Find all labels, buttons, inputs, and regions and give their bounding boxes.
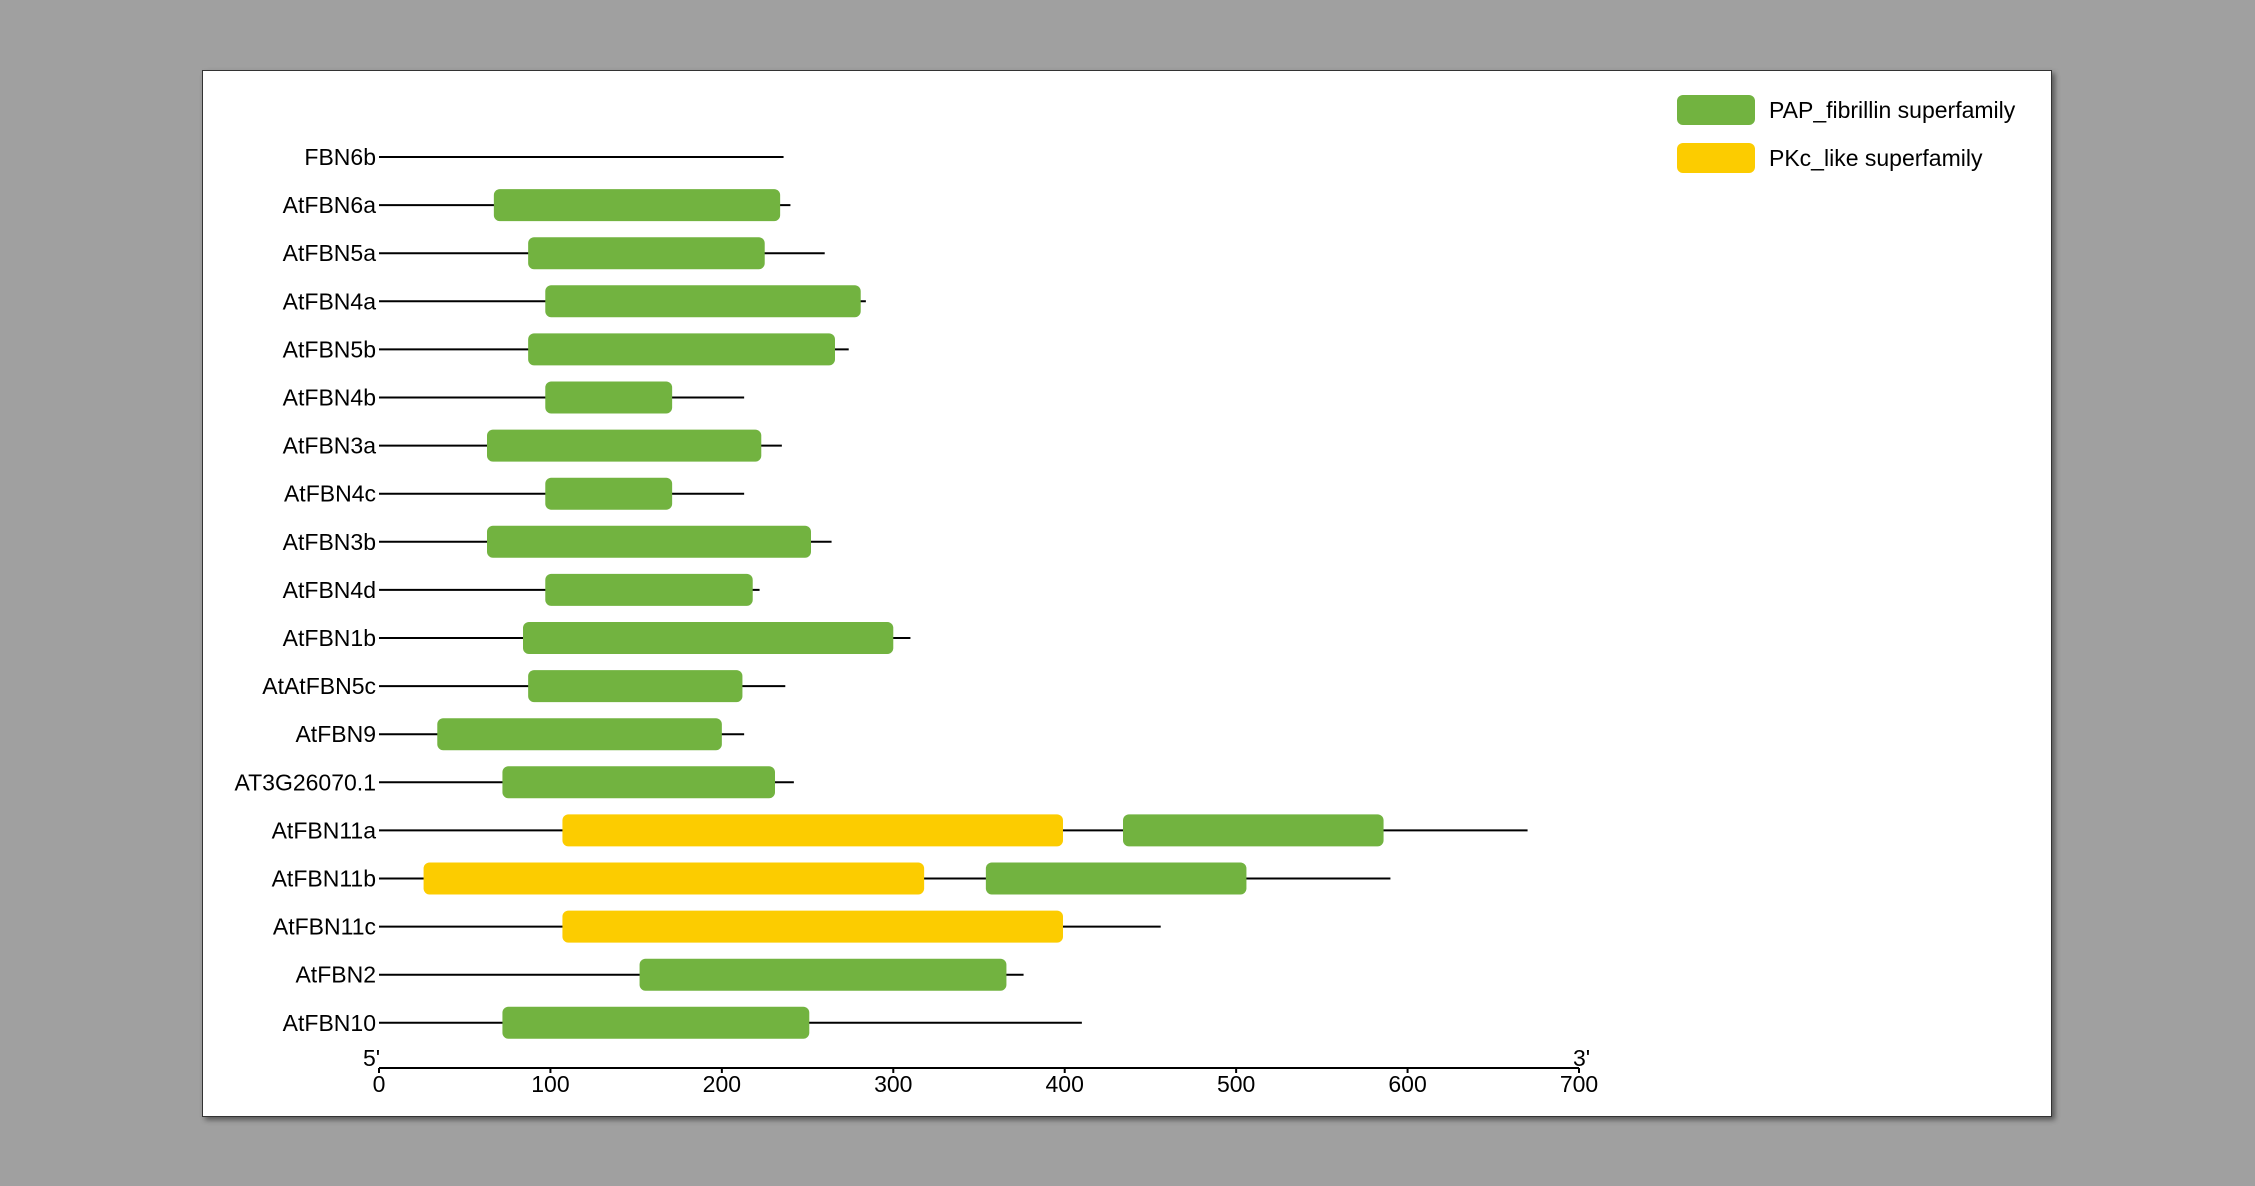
x-axis: 5' 3' 0 100 200 300 400 500 600 700 [363, 1045, 1598, 1097]
domain-architecture-chart: FBN6b AtFBN6a AtFBN5a AtFBN4a AtFBN5b AtFBN4b… [234, 95, 2016, 1097]
pkc-domain-bar [562, 814, 1063, 847]
pap-domain-bar [985, 862, 1247, 895]
protein-label: AtFBN4a [283, 288, 377, 314]
protein-label: AtFBN1b [283, 625, 376, 651]
protein-label: AtFBN2 [295, 962, 376, 988]
three-prime-label: 3' [1573, 1045, 1590, 1071]
protein-row: AtFBN4b [283, 381, 745, 414]
legend-swatch [1677, 95, 1755, 125]
protein-row: AtFBN4a [283, 285, 866, 318]
pap-domain-bar [437, 718, 722, 751]
protein-label: AT3G26070.1 [234, 769, 376, 795]
protein-row: AtAtFBN5c [262, 670, 786, 703]
pap-domain-bar [487, 429, 762, 462]
protein-row: AtFBN9 [295, 718, 745, 751]
pap-domain-bar [487, 525, 811, 558]
protein-label: AtAtFBN5c [262, 673, 376, 699]
protein-label: AtFBN10 [283, 1010, 376, 1036]
protein-row: AtFBN4c [284, 477, 745, 510]
pap-domain-bar [545, 477, 673, 510]
protein-label: AtFBN5b [283, 336, 376, 362]
pap-domain-bar [493, 189, 781, 222]
protein-label: AtFBN11a [272, 817, 377, 843]
x-tick-label: 0 [373, 1071, 386, 1097]
protein-row: AtFBN5a [283, 237, 825, 270]
protein-row: FBN6b [304, 144, 784, 170]
protein-label: AtFBN6a [283, 192, 377, 218]
protein-row: AtFBN4d [283, 573, 760, 606]
protein-label: AtFBN3a [283, 433, 377, 459]
legend: PAP_fibrillin superfamily PKc_like superf… [1677, 95, 2016, 173]
x-tick-label: 400 [1046, 1071, 1084, 1097]
legend-item: PKc_like superfamily [1677, 143, 1983, 173]
protein-label: AtFBN9 [295, 721, 376, 747]
x-tick-label: 500 [1217, 1071, 1255, 1097]
pap-domain-bar [1123, 814, 1384, 847]
protein-row: AtFBN11a [272, 814, 1528, 847]
pap-domain-bar [545, 381, 673, 414]
protein-label: AtFBN3b [283, 529, 376, 555]
protein-row: AtFBN6a [283, 189, 791, 222]
protein-row: AtFBN2 [295, 958, 1024, 991]
pap-domain-bar [545, 285, 861, 318]
chart-panel: FBN6b AtFBN6a AtFBN5a AtFBN4a AtFBN5b AtFBN4b… [202, 70, 2052, 1117]
pap-domain-bar [502, 1006, 810, 1039]
legend-item: PAP_fibrillin superfamily [1677, 95, 2016, 125]
pkc-domain-bar [562, 910, 1063, 943]
x-tick-label: 200 [703, 1071, 741, 1097]
protein-row: AtFBN11b [272, 862, 1391, 895]
protein-rows: FBN6b AtFBN6a AtFBN5a AtFBN4a AtFBN5b AtFBN4b… [234, 144, 1528, 1039]
protein-label: AtFBN4d [283, 577, 376, 603]
legend-label: PKc_like superfamily [1769, 145, 1983, 171]
x-tick-label: 100 [531, 1071, 569, 1097]
protein-label: AtFBN11b [272, 866, 376, 892]
pap-domain-bar [523, 622, 894, 654]
five-prime-label: 5' [363, 1045, 380, 1071]
protein-row: AtFBN11c [273, 910, 1161, 943]
pap-domain-bar [528, 237, 765, 270]
protein-row: AT3G26070.1 [234, 766, 794, 799]
pap-domain-bar [528, 670, 743, 703]
pap-domain-bar [502, 766, 775, 799]
protein-label: AtFBN4b [283, 385, 376, 411]
protein-row: AtFBN3b [283, 525, 832, 558]
legend-label: PAP_fibrillin superfamily [1769, 97, 2016, 123]
protein-label: FBN6b [304, 144, 376, 170]
x-tick-label: 600 [1388, 1071, 1426, 1097]
protein-label: AtFBN5a [283, 240, 377, 266]
protein-row: AtFBN1b [283, 622, 911, 654]
x-tick-label: 300 [874, 1071, 912, 1097]
pap-domain-bar [528, 333, 835, 366]
x-tick-label: 700 [1560, 1071, 1598, 1097]
protein-label: AtFBN11c [273, 914, 376, 940]
pkc-domain-bar [423, 862, 925, 895]
protein-label: AtFBN4c [284, 481, 376, 507]
protein-row: AtFBN10 [283, 1006, 1082, 1039]
protein-row: AtFBN5b [283, 333, 849, 366]
pap-domain-bar [545, 573, 753, 606]
legend-swatch [1677, 143, 1755, 173]
pap-domain-bar [639, 958, 1007, 991]
protein-row: AtFBN3a [283, 429, 782, 462]
